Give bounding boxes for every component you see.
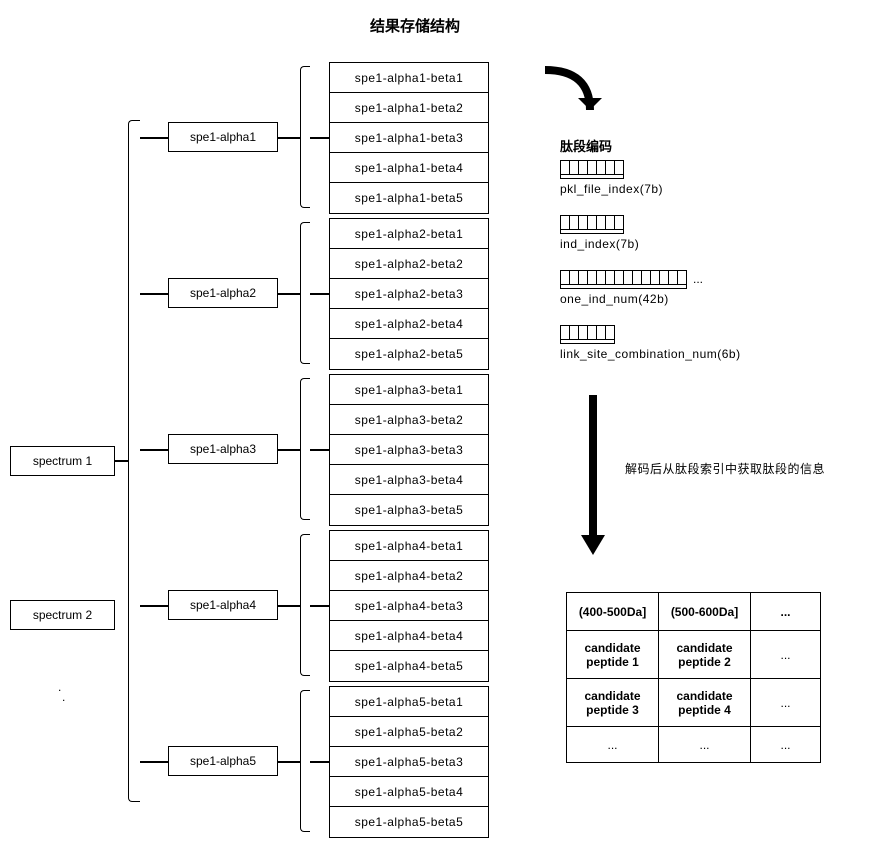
beta-cell: spe1-alpha3-beta3	[330, 435, 488, 465]
beta-cell: spe1-alpha5-beta4	[330, 777, 488, 807]
beta-cell: spe1-alpha1-beta2	[330, 93, 488, 123]
decode-label: 解码后从肽段索引中获取肽段的信息	[625, 460, 825, 477]
bit-row	[560, 215, 623, 230]
bracket-alpha-beta	[300, 66, 310, 208]
bit-row	[560, 160, 623, 175]
bracket-alpha-beta	[300, 534, 310, 676]
table-cell: ...	[751, 593, 821, 631]
ellipsis: .	[58, 680, 61, 694]
beta-cell: spe1-alpha2-beta3	[330, 279, 488, 309]
alpha-box: spe1-alpha4	[168, 590, 278, 620]
beta-cell: spe1-alpha4-beta3	[330, 591, 488, 621]
beta-group: spe1-alpha3-beta1spe1-alpha3-beta2spe1-a…	[329, 374, 489, 526]
alpha-box: spe1-alpha3	[168, 434, 278, 464]
bracket-alpha-beta	[300, 378, 310, 520]
table-cell: ...	[567, 727, 659, 763]
beta-cell: spe1-alpha4-beta1	[330, 531, 488, 561]
table-cell: ...	[751, 631, 821, 679]
bracket-alpha-beta	[300, 222, 310, 364]
encoding-field-label: one_ind_num(42b)	[560, 292, 669, 306]
beta-cell: spe1-alpha5-beta2	[330, 717, 488, 747]
beta-cell: spe1-alpha5-beta3	[330, 747, 488, 777]
encoding-field-label: link_site_combination_num(6b)	[560, 347, 741, 361]
table-cell: ...	[751, 679, 821, 727]
spectrum-box: spectrum 1	[10, 446, 115, 476]
table-cell: candidatepeptide 4	[659, 679, 751, 727]
beta-cell: spe1-alpha5-beta5	[330, 807, 488, 837]
table-cell: (500-600Da]	[659, 593, 751, 631]
beta-cell: spe1-alpha3-beta5	[330, 495, 488, 525]
bracket-alpha-beta	[300, 690, 310, 832]
arrow-down	[578, 395, 618, 560]
beta-cell: spe1-alpha3-beta2	[330, 405, 488, 435]
beta-cell: spe1-alpha3-beta1	[330, 375, 488, 405]
beta-cell: spe1-alpha2-beta1	[330, 219, 488, 249]
beta-cell: spe1-alpha1-beta5	[330, 183, 488, 213]
beta-cell: spe1-alpha4-beta2	[330, 561, 488, 591]
alpha-box: spe1-alpha1	[168, 122, 278, 152]
table-cell: (400-500Da]	[567, 593, 659, 631]
beta-cell: spe1-alpha2-beta5	[330, 339, 488, 369]
alpha-box: spe1-alpha2	[168, 278, 278, 308]
diagram-title: 结果存储结构	[370, 15, 460, 36]
table-cell: candidatepeptide 3	[567, 679, 659, 727]
beta-group: spe1-alpha5-beta1spe1-alpha5-beta2spe1-a…	[329, 686, 489, 838]
beta-cell: spe1-alpha4-beta4	[330, 621, 488, 651]
beta-cell: spe1-alpha1-beta3	[330, 123, 488, 153]
bit-row	[560, 325, 614, 340]
beta-cell: spe1-alpha1-beta1	[330, 63, 488, 93]
encoding-title: 肽段编码	[560, 136, 612, 155]
table-cell: candidatepeptide 2	[659, 631, 751, 679]
beta-group: spe1-alpha4-beta1spe1-alpha4-beta2spe1-a…	[329, 530, 489, 682]
beta-cell: spe1-alpha4-beta5	[330, 651, 488, 681]
encoding-field-label: ind_index(7b)	[560, 237, 639, 251]
bracket-spectrum-alpha	[128, 120, 140, 802]
beta-cell: spe1-alpha1-beta4	[330, 153, 488, 183]
spectrum-box: spectrum 2	[10, 600, 115, 630]
table-cell: ...	[751, 727, 821, 763]
beta-group: spe1-alpha1-beta1spe1-alpha1-beta2spe1-a…	[329, 62, 489, 214]
table-cell: ...	[659, 727, 751, 763]
beta-cell: spe1-alpha5-beta1	[330, 687, 488, 717]
beta-cell: spe1-alpha3-beta4	[330, 465, 488, 495]
beta-cell: spe1-alpha2-beta4	[330, 309, 488, 339]
beta-group: spe1-alpha2-beta1spe1-alpha2-beta2spe1-a…	[329, 218, 489, 370]
arrow-curve	[540, 60, 620, 130]
ellipsis: .	[62, 690, 65, 704]
table-cell: candidatepeptide 1	[567, 631, 659, 679]
connector	[115, 460, 128, 462]
candidate-table: (400-500Da](500-600Da]...candidatepeptid…	[566, 592, 821, 763]
encoding-field-label: pkl_file_index(7b)	[560, 182, 663, 196]
bit-row	[560, 270, 686, 285]
alpha-box: spe1-alpha5	[168, 746, 278, 776]
beta-cell: spe1-alpha2-beta2	[330, 249, 488, 279]
